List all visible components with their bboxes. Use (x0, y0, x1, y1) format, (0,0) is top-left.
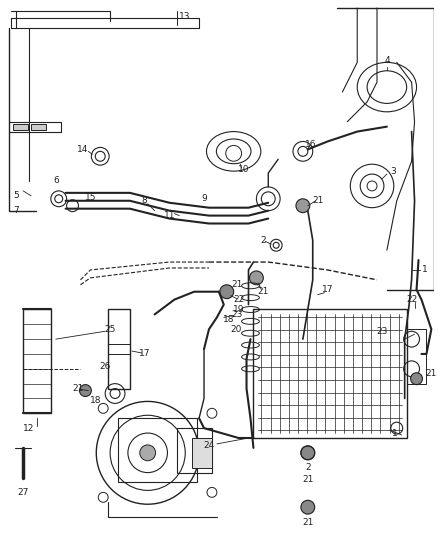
Text: 10: 10 (238, 165, 249, 174)
Text: 14: 14 (77, 145, 88, 154)
Text: 7: 7 (13, 206, 19, 215)
Text: 16: 16 (305, 140, 317, 149)
Circle shape (220, 285, 234, 298)
Bar (254, 310, 406, 438)
Text: 19: 19 (233, 305, 244, 314)
Bar (108, 310, 130, 389)
Text: 21: 21 (426, 369, 437, 378)
Text: 2: 2 (261, 236, 266, 245)
Bar (118, 418, 197, 482)
Text: 21: 21 (302, 475, 314, 484)
Text: 24: 24 (203, 441, 215, 450)
Text: 21: 21 (312, 196, 323, 205)
Text: 15: 15 (85, 193, 96, 203)
Circle shape (250, 271, 263, 285)
Text: 6: 6 (53, 176, 59, 185)
Text: 21: 21 (302, 518, 314, 527)
Text: 13: 13 (179, 12, 190, 21)
Circle shape (301, 446, 315, 460)
Bar (31, 124, 46, 130)
Text: 17: 17 (322, 285, 333, 294)
Text: 27: 27 (18, 488, 29, 497)
Text: 11: 11 (164, 211, 175, 220)
Text: 22: 22 (406, 295, 417, 304)
Text: 1: 1 (392, 429, 398, 438)
Circle shape (301, 500, 315, 514)
Bar (13, 124, 28, 130)
Text: 18: 18 (223, 315, 234, 324)
Text: 2: 2 (305, 463, 311, 472)
Text: 25: 25 (104, 325, 116, 334)
Bar (406, 329, 427, 384)
Text: 1: 1 (421, 265, 427, 274)
Circle shape (79, 385, 92, 397)
Text: 17: 17 (139, 350, 151, 359)
Bar (192, 438, 212, 467)
Text: 4: 4 (384, 56, 390, 65)
Text: 21: 21 (73, 384, 84, 393)
Text: 26: 26 (99, 362, 111, 372)
Text: 18: 18 (89, 396, 101, 405)
Circle shape (410, 373, 423, 385)
Text: 20: 20 (230, 325, 241, 334)
Text: 23: 23 (231, 310, 242, 319)
Bar (23, 310, 51, 413)
Circle shape (296, 199, 310, 213)
Text: 12: 12 (23, 424, 35, 433)
Circle shape (140, 445, 155, 461)
Text: 21: 21 (258, 287, 269, 296)
Text: 21: 21 (231, 280, 242, 289)
Text: 22: 22 (233, 295, 244, 304)
Bar (177, 428, 212, 473)
Text: 8: 8 (142, 196, 148, 205)
Text: 9: 9 (201, 195, 207, 203)
Text: 3: 3 (390, 167, 396, 175)
Text: 23: 23 (376, 327, 388, 336)
Text: 5: 5 (13, 191, 19, 200)
